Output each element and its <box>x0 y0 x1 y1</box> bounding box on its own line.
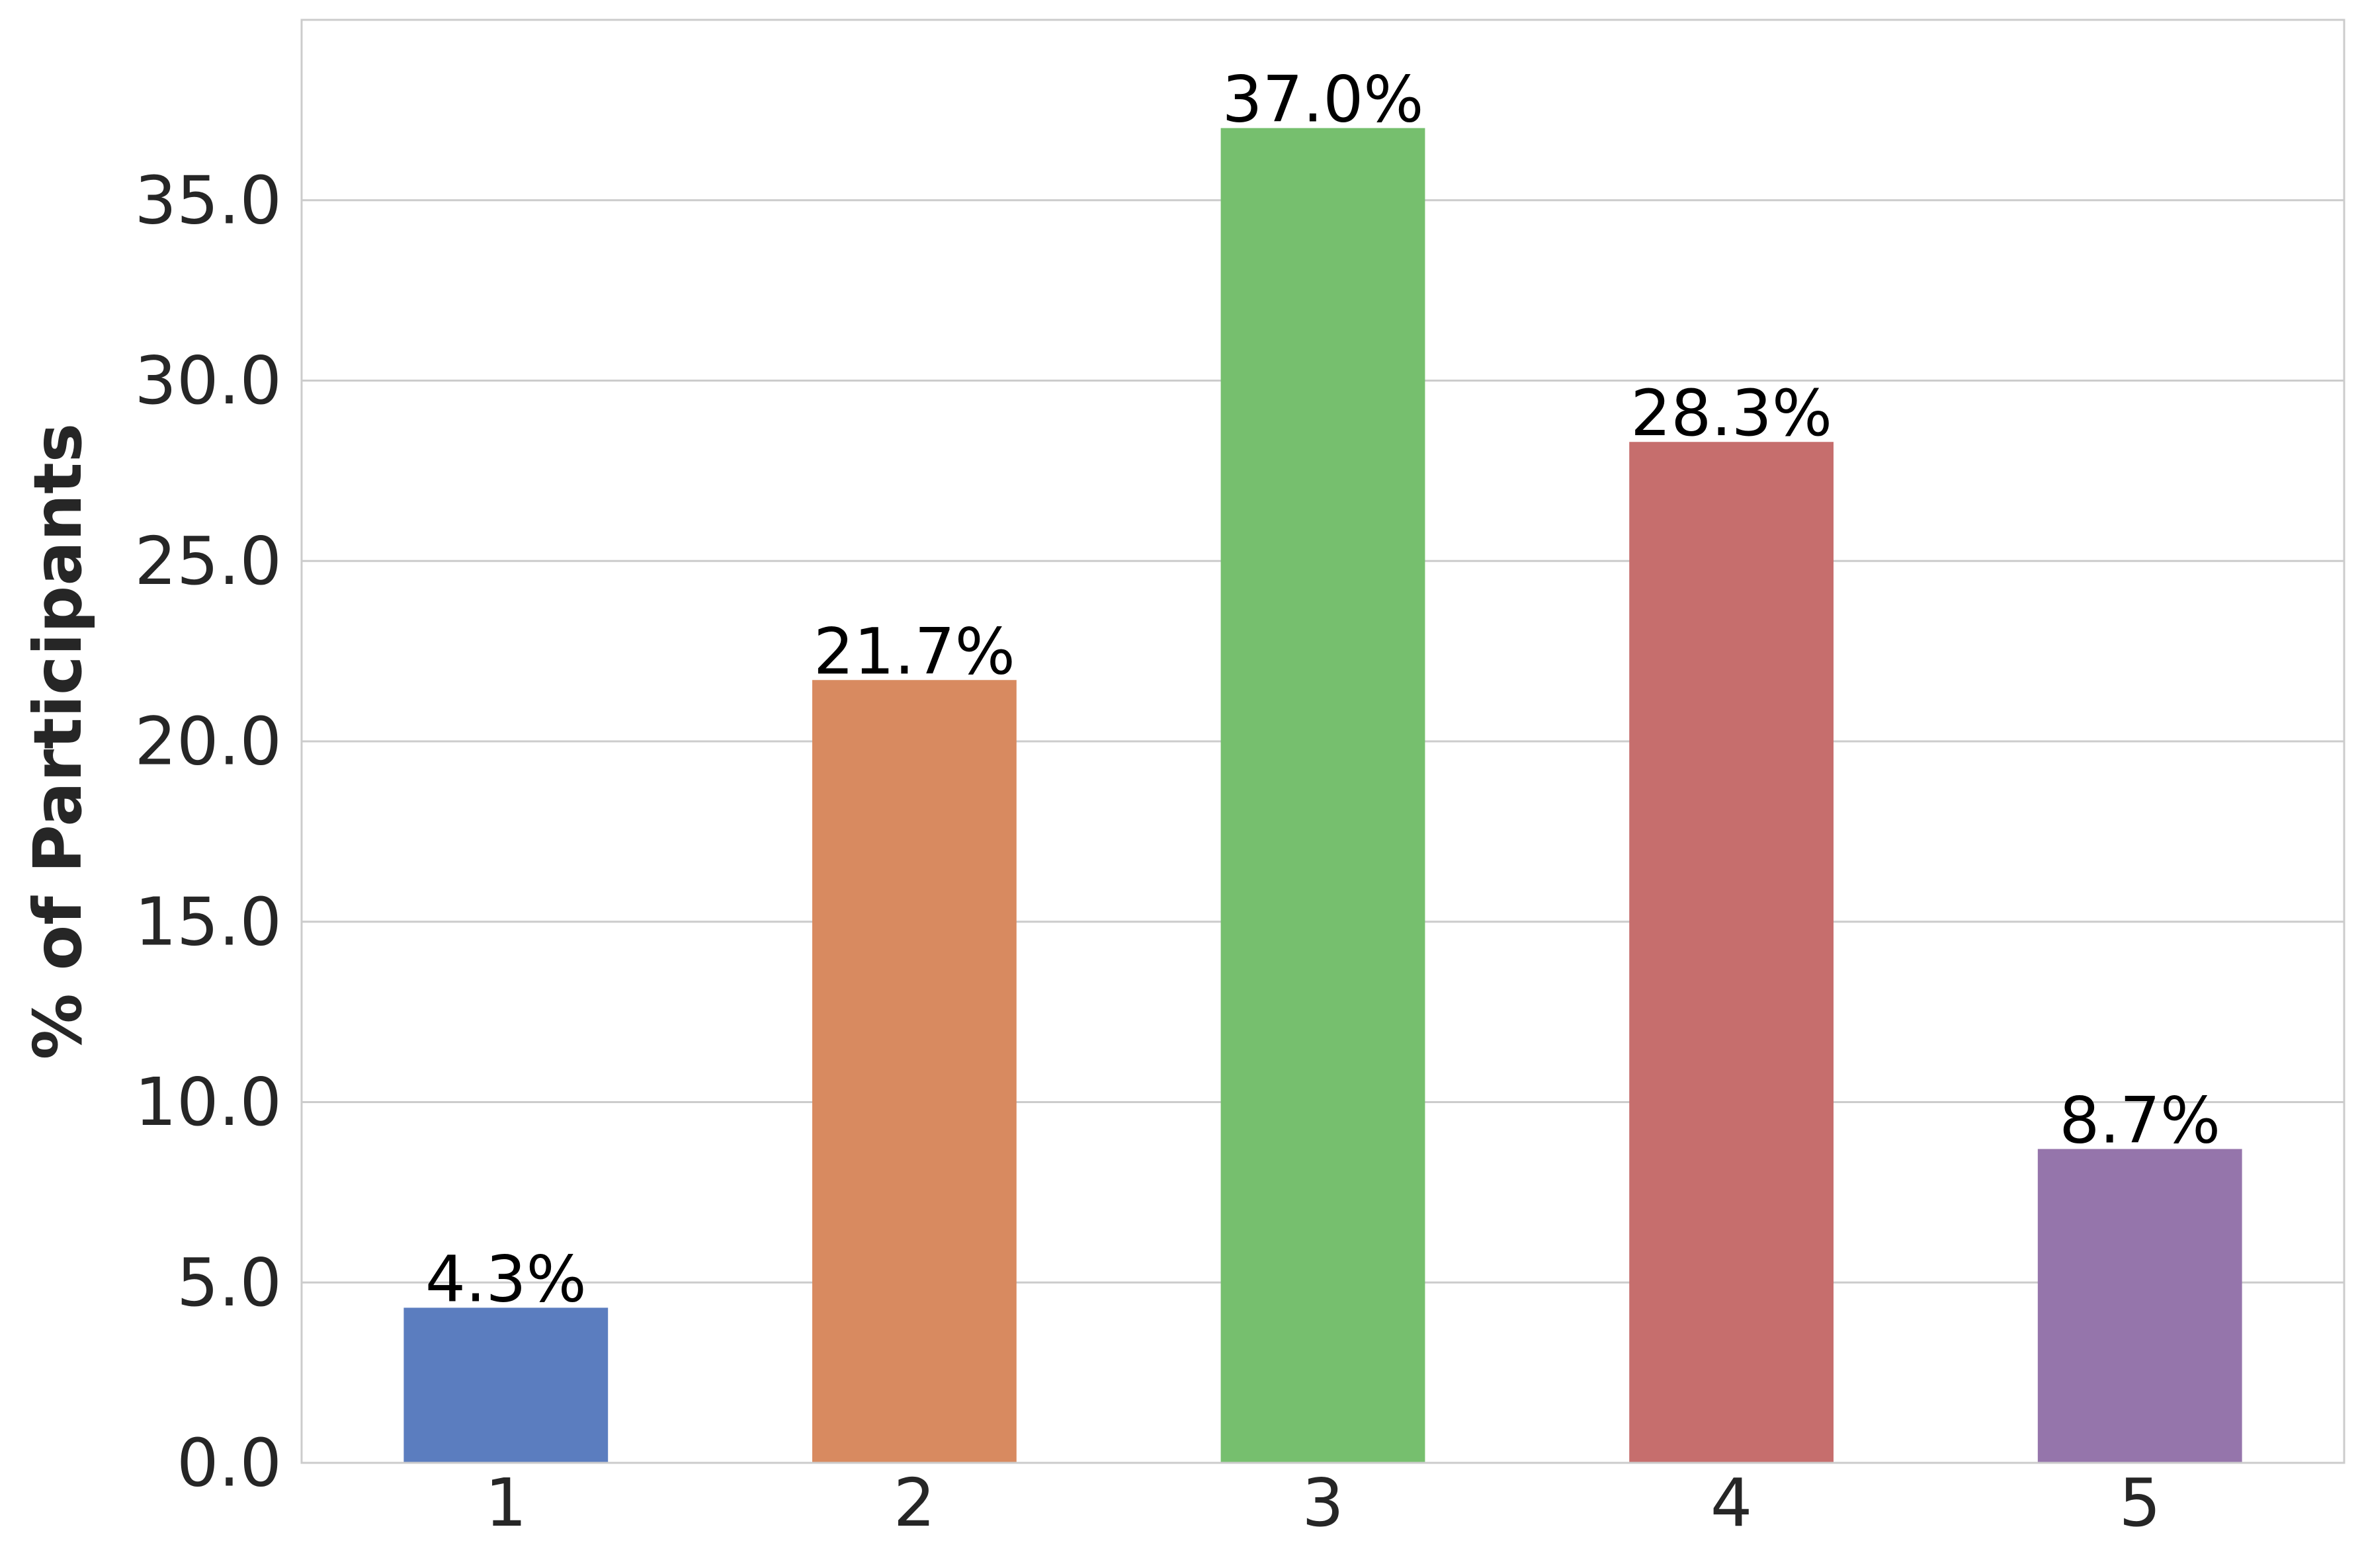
y-tick-label: 5.0 <box>177 1244 282 1321</box>
bar-5 <box>2037 1149 2242 1463</box>
plot-frame <box>300 19 2345 1464</box>
y-tick-label: 20.0 <box>134 703 282 780</box>
y-tick-label: 35.0 <box>134 161 282 239</box>
bar-1 <box>403 1307 609 1463</box>
bar-4 <box>1629 442 1834 1463</box>
x-tick-label: 5 <box>2119 1464 2161 1542</box>
data-label: 21.7% <box>814 614 1015 688</box>
y-tick-label: 15.0 <box>134 883 282 960</box>
data-label: 37.0% <box>1222 63 1424 137</box>
data-label: 28.3% <box>1630 376 1832 450</box>
data-label: 4.3% <box>425 1242 587 1316</box>
x-tick-label: 3 <box>1302 1464 1344 1542</box>
y-axis-label: % of Participants <box>19 423 97 1060</box>
data-labels: 4.3% 21.7% 37.0% 28.3% 8.7% <box>425 63 2220 1317</box>
bar-3 <box>1220 128 1425 1463</box>
x-tick-label: 2 <box>894 1464 936 1542</box>
y-tick-labels: 0.0 5.0 10.0 15.0 20.0 25.0 30.0 35.0 <box>134 161 282 1501</box>
x-tick-labels: 1 2 3 4 5 <box>485 1464 2161 1542</box>
y-tick-label: 0.0 <box>177 1424 282 1502</box>
bar-2 <box>812 680 1017 1463</box>
y-tick-label: 10.0 <box>134 1063 282 1141</box>
data-label: 8.7% <box>2059 1083 2220 1157</box>
x-tick-label: 4 <box>1710 1464 1753 1542</box>
y-tick-label: 30.0 <box>134 342 282 419</box>
bars <box>403 128 2242 1463</box>
y-tick-label: 25.0 <box>134 522 282 600</box>
x-tick-label: 1 <box>485 1464 527 1542</box>
